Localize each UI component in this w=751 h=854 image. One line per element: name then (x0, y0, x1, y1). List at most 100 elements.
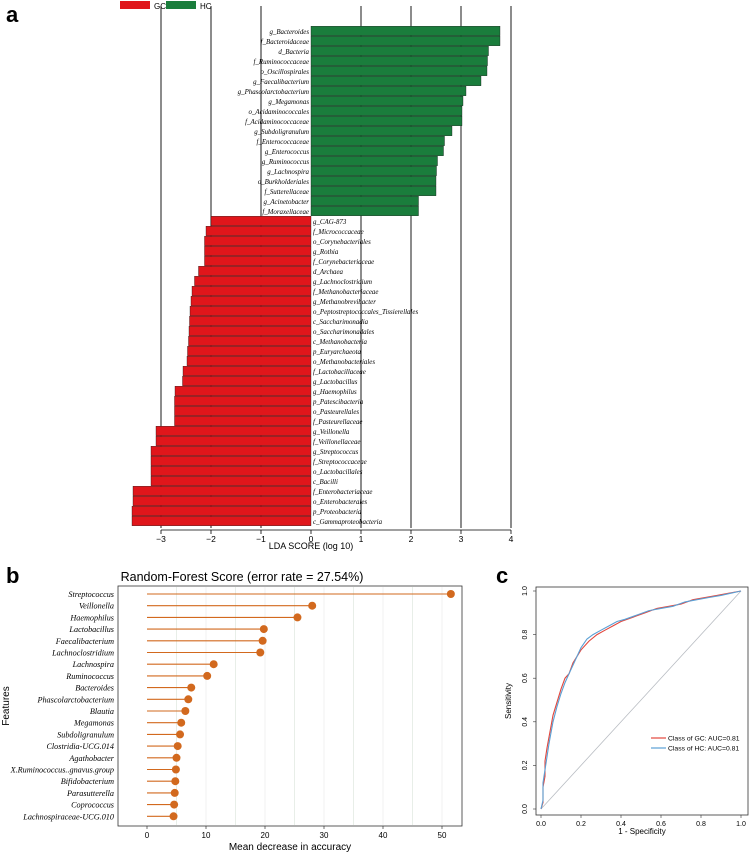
lda-bar (131, 506, 312, 516)
lda-bar-label: f_Methanobacteriaceae (313, 289, 378, 296)
lda-bar (204, 236, 312, 246)
lda-bar (182, 366, 312, 376)
lda-bar (174, 386, 312, 396)
lda-bar (310, 136, 445, 146)
lda-bar-label: o_Corynebacteriales (313, 239, 371, 246)
lda-bar-label: f_Streptococcaceae (313, 459, 367, 466)
panel-c-y-axis-label: Sensitivity (504, 683, 513, 719)
lda-bar (310, 196, 419, 206)
lda-bar-label: f_Acidaminococcaceae (245, 119, 309, 126)
lollipop-point (184, 695, 193, 704)
lda-bar (191, 286, 312, 296)
lda-bar-label: f_Ruminococcaceae (254, 59, 309, 66)
lda-bar-label: c_Saccharimonadia (313, 319, 369, 326)
lda-bar-label: g_Methanobrevibacter (313, 299, 376, 306)
lda-bar-label: f_Corynebacteriaceae (313, 259, 374, 266)
lollipop-point (308, 601, 317, 610)
x-tick-label: 0 (309, 534, 314, 544)
lda-bar-label: g_Faecalibacterium (253, 79, 309, 86)
legend-label: Class of GC: AUC=0.81 (668, 736, 740, 743)
lollipop-point (173, 742, 182, 751)
lollipop-point (171, 765, 180, 774)
lollipop-point (169, 812, 178, 821)
lda-bar-label: d_Bacteria (278, 49, 309, 56)
panel-b-x-axis-label: Mean decrease in accuracy (229, 842, 351, 853)
lda-bar (190, 296, 312, 306)
lollipop-point (172, 753, 181, 762)
lda-bar (310, 46, 489, 56)
x-tick-label: 1 (359, 534, 364, 544)
feature-label: Lachnoclostridium (51, 649, 114, 658)
lollipop-point (176, 730, 185, 739)
lollipop-point (209, 660, 218, 669)
lda-bar (310, 186, 437, 196)
lda-bar-label: g_Acinetobacter (263, 199, 309, 206)
lda-bar (310, 116, 463, 126)
lollipop-point (187, 683, 196, 692)
x-tick-label: 30 (320, 831, 329, 840)
x-tick-label: 50 (438, 831, 447, 840)
panel-b-title: Random-Forest Score (error rate = 27.54%… (121, 570, 364, 584)
lda-bar-label: g_Haemophilus (313, 389, 357, 396)
roc-curve-hc (540, 590, 742, 810)
lda-bar (188, 326, 312, 336)
panel-a-legend: GC HC (120, 1, 212, 11)
lda-bar-label: c_Gammaproteobacteria (313, 519, 383, 526)
feature-label: Blautia (90, 707, 114, 716)
lda-bar-label: g_Lachnospira (267, 169, 309, 176)
feature-label: Lachnospiraceae-UCG.010 (22, 812, 114, 821)
lda-bar (174, 396, 312, 406)
lda-bar-label: g_Subdoligranulum (254, 129, 309, 136)
panel-a-x-axis-label: LDA SCORE (log 10) (269, 541, 354, 551)
x-tick-label: 0.2 (576, 821, 586, 828)
lollipop-point (258, 636, 267, 645)
lda-bar-label: g_Streptococcus (313, 449, 359, 456)
lda-bar (132, 486, 312, 496)
lda-bar (310, 66, 488, 76)
x-tick-label: 10 (202, 831, 211, 840)
feature-label: Coprococcus (71, 801, 114, 810)
lda-bar (310, 106, 463, 116)
lda-bar-label: f_Pasteurellaceae (313, 419, 363, 426)
feature-label: Faecalibacterium (55, 637, 114, 646)
lda-bar (174, 406, 312, 416)
lda-bar (182, 376, 312, 386)
feature-label: Ruminococcus (65, 672, 114, 681)
lda-bar-label: o_Oscillospirales (260, 69, 309, 76)
lda-bar-label: p_Euryarchaeota (312, 349, 362, 356)
lda-bar (310, 176, 437, 186)
feature-label: Bifidobacterium (61, 777, 114, 786)
feature-label: Haemophilus (69, 613, 114, 622)
lda-bar-label: o_Peptostreptococcales_Tissierellales (313, 309, 418, 316)
lda-bar (310, 86, 467, 96)
lda-bar-label: g_Veillonella (313, 429, 350, 436)
y-tick-label: 0.4 (522, 717, 529, 727)
feature-label: Streptococcus (68, 590, 114, 599)
lda-bar (310, 96, 464, 106)
lda-bar-label: o_Methanobacteriales (313, 359, 375, 366)
lollipop-point (203, 671, 212, 680)
lda-bar-label: f_Enterococcaceae (256, 139, 309, 146)
lda-bar-label: o_Burkholderiales (258, 179, 310, 186)
feature-label: Phascolarctobacterium (36, 695, 114, 704)
lda-bar-label: g_Phascolarctobacterium (238, 89, 309, 96)
lda-bar-label: f_Bacteroidaceae (261, 39, 309, 46)
feature-label: Clostridia-UCG.014 (46, 742, 114, 751)
lda-bar-label: c_Bacilli (313, 479, 338, 486)
legend-label-gc: GC (154, 2, 166, 11)
x-tick-label: 1.0 (736, 821, 746, 828)
lda-bar-label: f_Micrococcaceae (313, 229, 364, 236)
lda-bar (310, 126, 453, 136)
lda-bar (310, 36, 501, 46)
lda-bar-label: f_Veillonellaceae (313, 439, 360, 446)
feature-label: Veillonella (79, 602, 114, 611)
x-tick-label: 40 (379, 831, 388, 840)
lda-bar (150, 476, 312, 486)
lda-bar (310, 26, 501, 36)
lda-bar-label: c_Methanobacteria (313, 339, 368, 346)
lda-bar (310, 166, 437, 176)
lda-bar (150, 446, 312, 456)
y-tick-label: 0.6 (522, 673, 529, 683)
feature-label: Agathobacter (68, 754, 114, 763)
